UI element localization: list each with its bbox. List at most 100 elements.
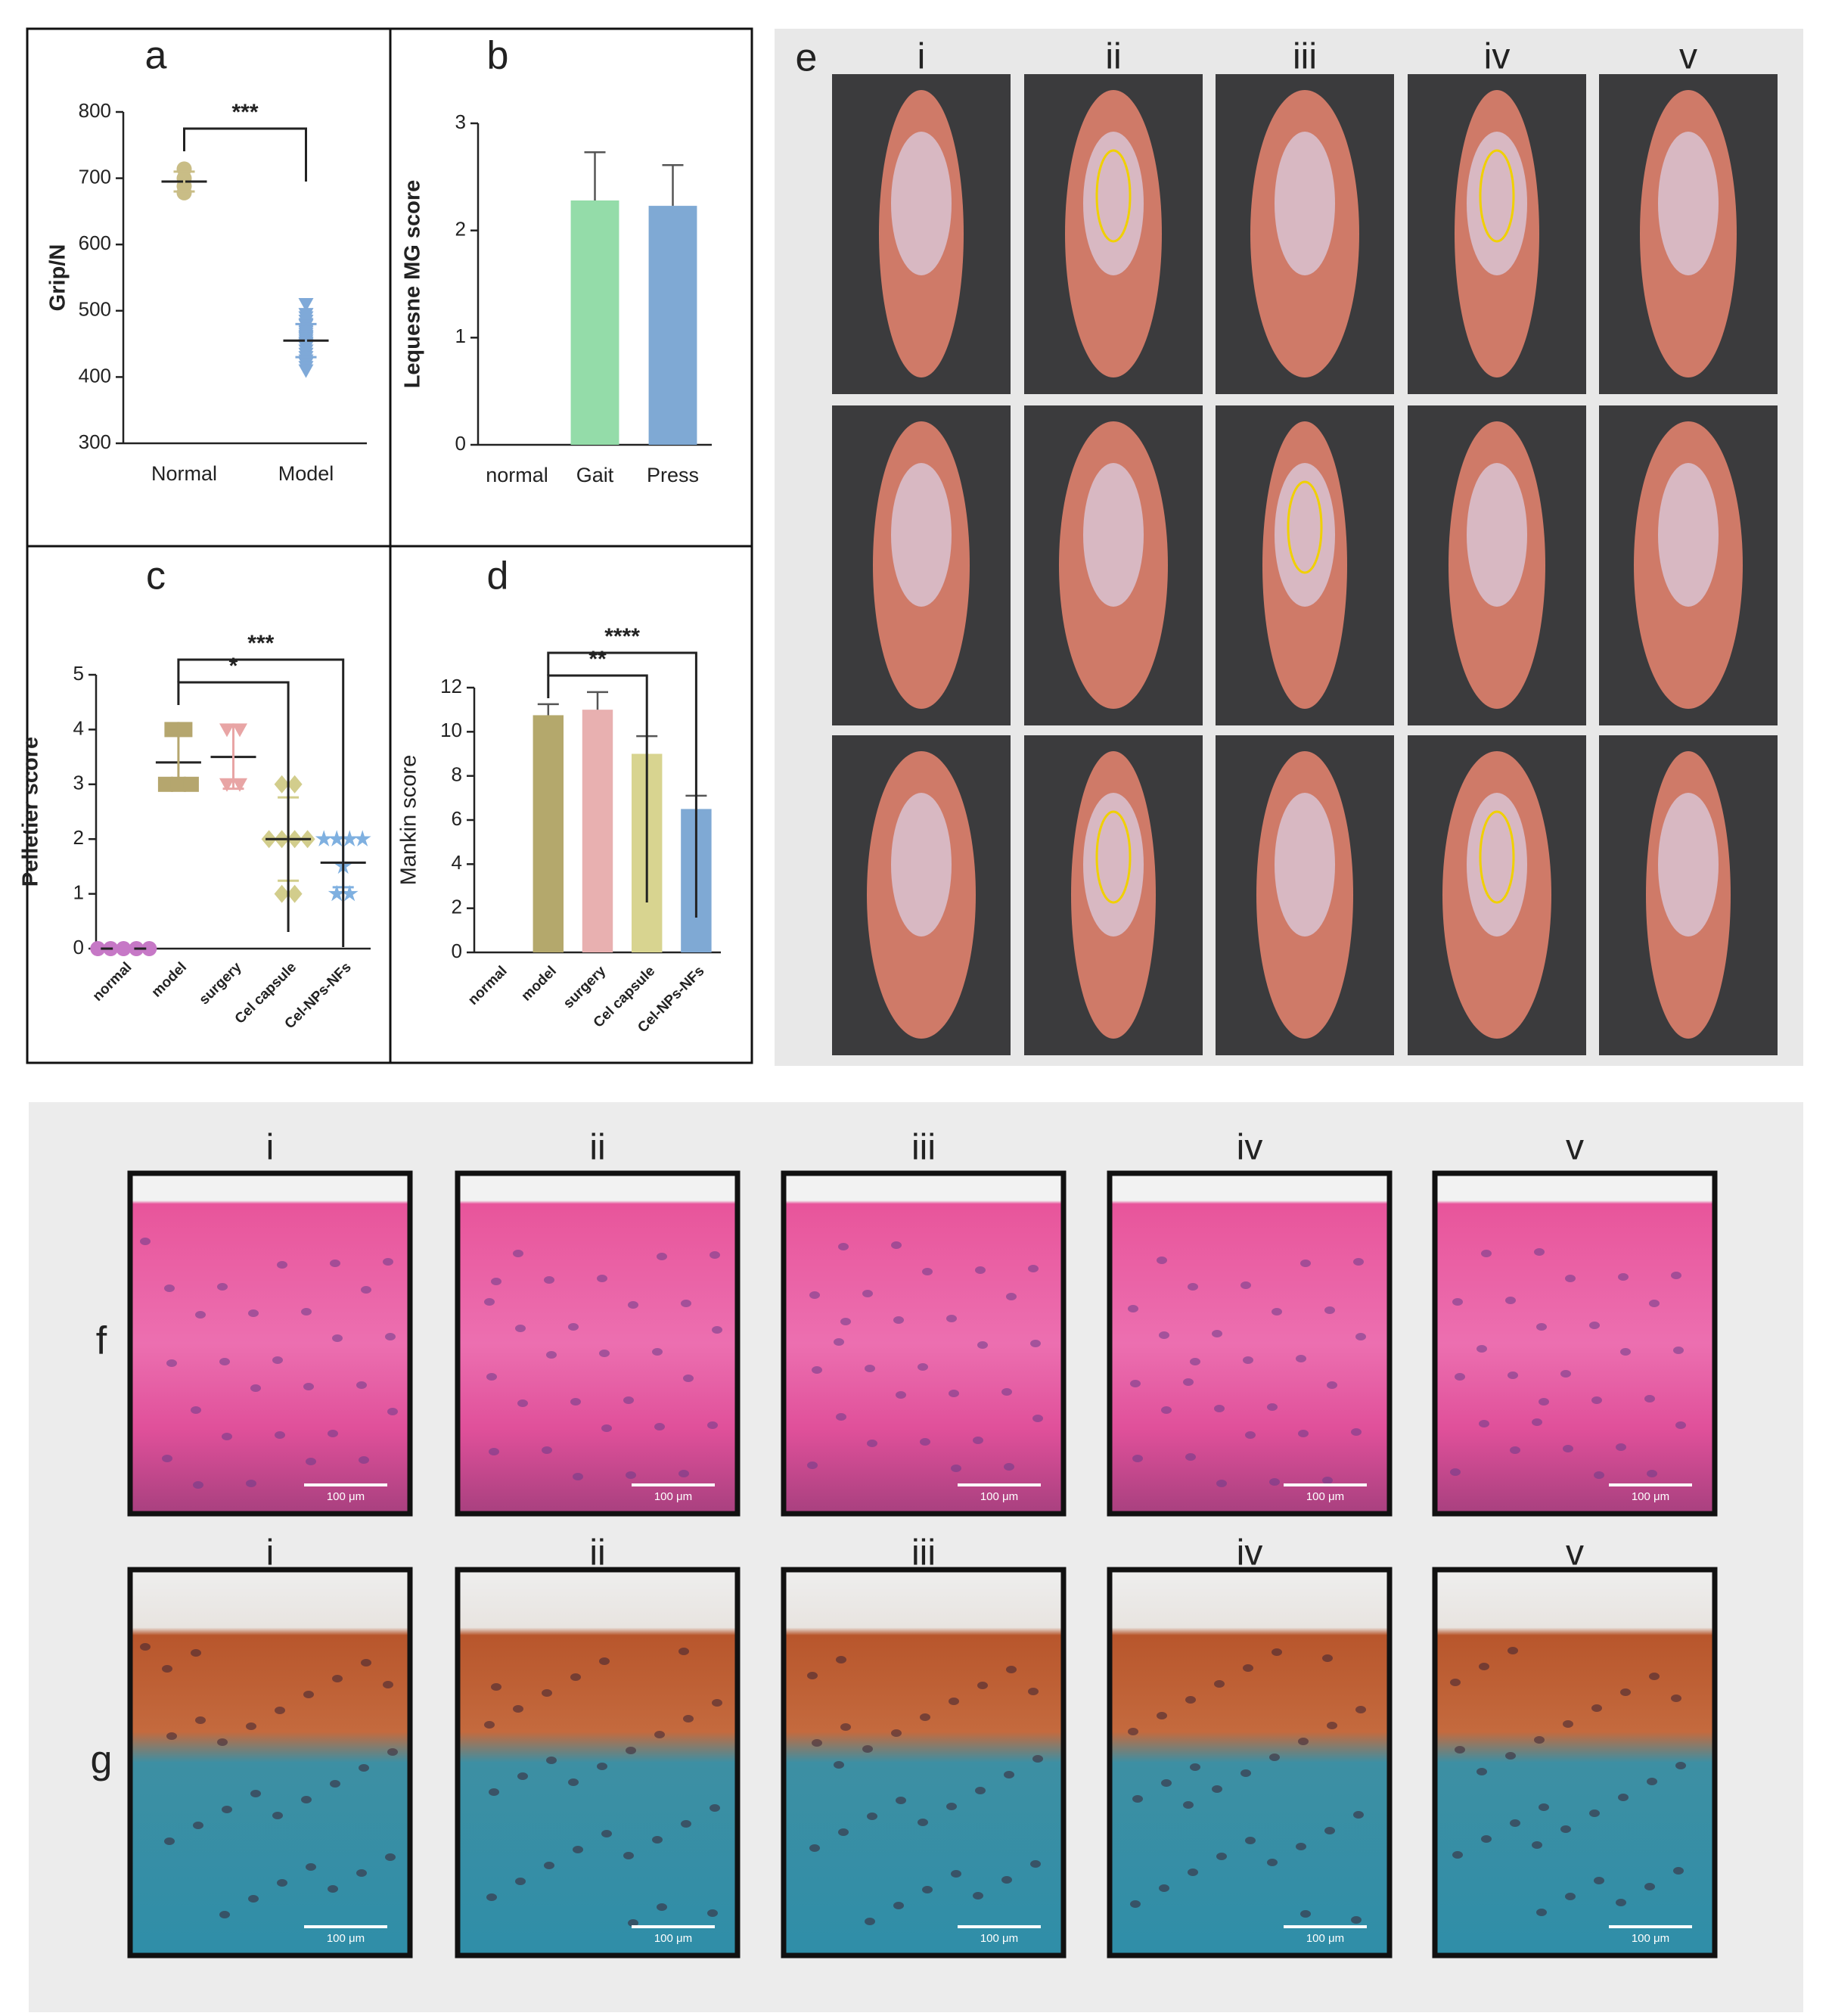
cell	[1351, 1428, 1362, 1436]
cell	[275, 1707, 285, 1714]
cell	[1269, 1478, 1280, 1486]
cell	[1616, 1899, 1626, 1906]
cell	[573, 1846, 583, 1853]
cell	[1508, 1371, 1518, 1379]
cell	[544, 1862, 554, 1869]
cell	[1673, 1867, 1684, 1875]
cell	[707, 1909, 718, 1917]
histology-image	[1432, 1170, 1718, 1517]
cell	[1649, 1300, 1660, 1307]
cell	[1355, 1706, 1366, 1713]
cell	[1157, 1257, 1167, 1264]
significance-bracket	[177, 658, 345, 947]
cell	[1591, 1396, 1602, 1404]
cell	[862, 1745, 873, 1753]
significance-bracket	[177, 681, 290, 932]
cell	[568, 1323, 579, 1331]
cell	[1505, 1297, 1516, 1304]
cell	[1212, 1785, 1222, 1793]
cell	[865, 1918, 875, 1925]
cell	[1214, 1405, 1225, 1412]
cell	[812, 1739, 822, 1747]
cell	[1647, 1470, 1657, 1477]
cartilage	[1467, 132, 1527, 275]
x-tick-label: surgery	[196, 959, 244, 1008]
significance-label: ***	[231, 100, 258, 125]
cell	[162, 1665, 172, 1673]
cell	[140, 1643, 151, 1651]
cell	[1565, 1275, 1576, 1282]
y-tick-label: 3	[455, 110, 466, 133]
cell	[303, 1383, 314, 1390]
cell	[896, 1797, 906, 1804]
cell	[862, 1290, 873, 1297]
cell	[683, 1715, 694, 1722]
cell	[1476, 1768, 1487, 1775]
y-tick-label: 400	[79, 364, 111, 387]
data-point	[315, 830, 333, 846]
cell	[1510, 1446, 1520, 1454]
data-point	[287, 884, 303, 903]
cell	[1351, 1916, 1362, 1924]
cell	[652, 1348, 663, 1356]
cell	[546, 1351, 557, 1359]
cell	[1296, 1843, 1306, 1850]
cell	[922, 1268, 933, 1275]
cartilage	[1658, 793, 1719, 937]
cell	[1324, 1306, 1335, 1314]
y-axis-label: Pelletier score	[19, 737, 43, 887]
cell	[250, 1790, 261, 1797]
y-tick-label: 2	[455, 218, 466, 241]
cell	[332, 1675, 343, 1682]
cell	[1269, 1754, 1280, 1761]
cell	[1536, 1323, 1547, 1331]
significance-label: ****	[604, 624, 640, 649]
cell	[1536, 1909, 1547, 1916]
lesion-outline	[1095, 810, 1132, 904]
scale-bar-label: 100 μm	[1632, 1932, 1669, 1945]
y-tick-label: 5	[73, 662, 84, 685]
cell	[248, 1895, 259, 1903]
cell	[1161, 1779, 1172, 1787]
cell	[513, 1250, 523, 1257]
cell	[164, 1284, 175, 1292]
cell	[807, 1672, 818, 1679]
cell	[489, 1788, 499, 1796]
cell	[484, 1298, 495, 1306]
scale-bar-label: 100 μm	[980, 1490, 1018, 1503]
lesion-outline	[1479, 149, 1515, 243]
cell	[356, 1869, 367, 1877]
cell	[1324, 1827, 1335, 1834]
scale-bar-label: 100 μm	[1632, 1490, 1669, 1503]
cell	[838, 1828, 849, 1836]
cell	[140, 1238, 151, 1245]
cell	[195, 1311, 206, 1319]
cell	[1589, 1809, 1600, 1817]
panel-letter: b	[487, 34, 509, 78]
histology-image	[127, 1567, 413, 1959]
histology-image	[1107, 1170, 1393, 1517]
cell	[1243, 1664, 1253, 1672]
cell	[272, 1356, 283, 1364]
cell	[1216, 1480, 1227, 1487]
data-point	[177, 722, 193, 738]
cell	[1240, 1769, 1251, 1777]
cell	[1243, 1356, 1253, 1364]
column-label: i	[266, 1128, 275, 1168]
cell	[1183, 1378, 1194, 1386]
cell	[1649, 1673, 1660, 1680]
x-tick-label: Gait	[576, 464, 614, 486]
y-tick-label: 8	[452, 763, 462, 786]
cell	[491, 1683, 501, 1691]
y-tick-label: 800	[79, 99, 111, 122]
cell	[1327, 1722, 1337, 1729]
y-tick-label: 10	[440, 719, 462, 741]
column-label: iii	[1293, 37, 1317, 77]
cell	[657, 1903, 667, 1911]
significance-bracket	[183, 127, 307, 182]
cell	[1355, 1333, 1366, 1340]
cell	[248, 1309, 259, 1317]
cell	[1212, 1330, 1222, 1337]
cell	[1455, 1373, 1465, 1381]
cell	[920, 1713, 930, 1721]
